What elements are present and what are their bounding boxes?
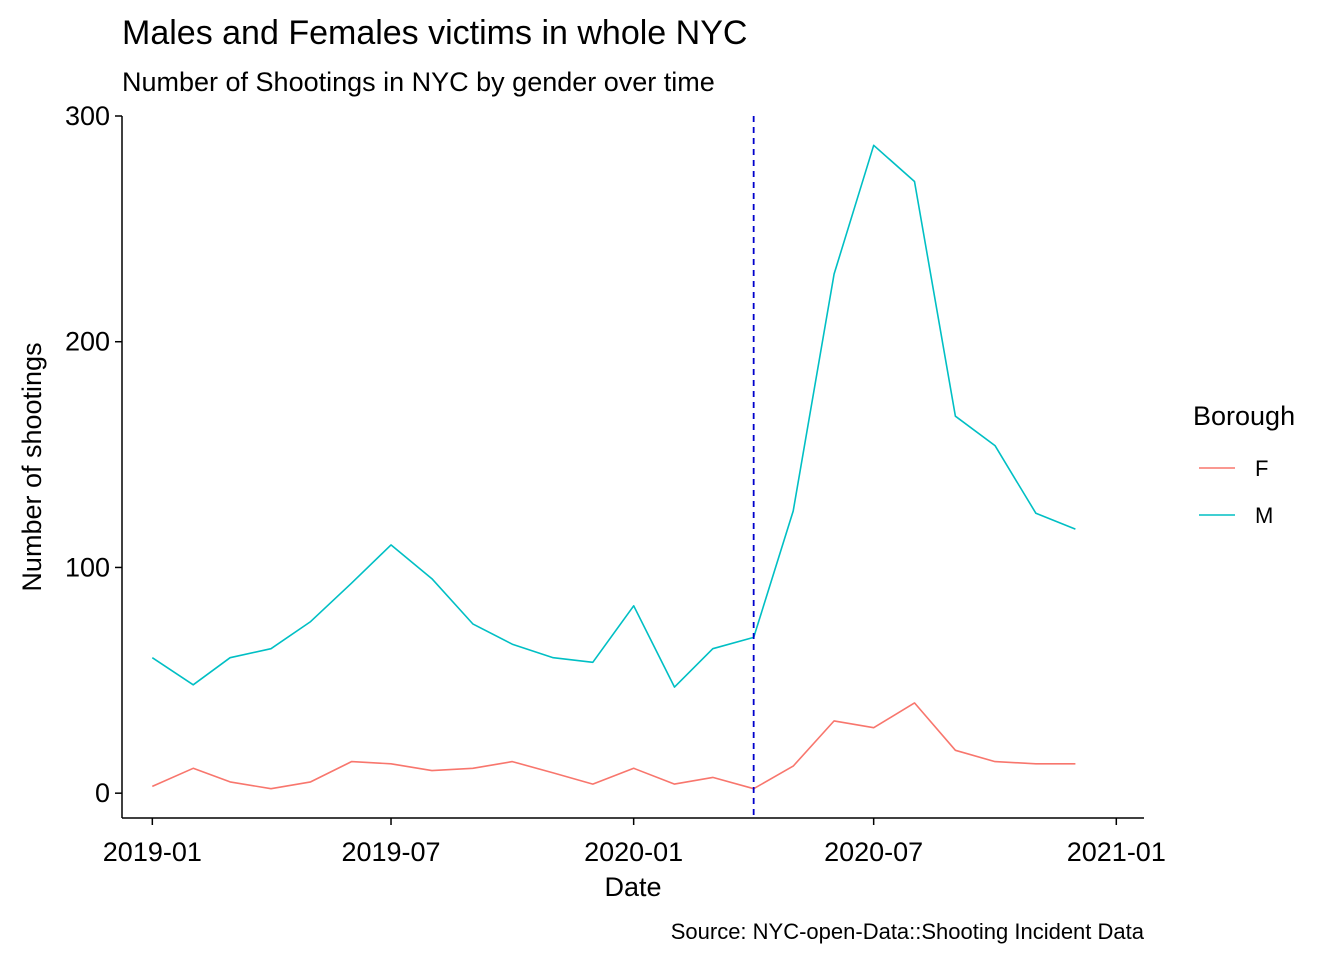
- y-tick-label: 100: [65, 552, 110, 582]
- chart-title: Males and Females victims in whole NYC: [122, 14, 747, 52]
- y-tick-label: 0: [95, 778, 110, 808]
- y-tick-label: 200: [65, 327, 110, 357]
- x-tick-label: 2021-01: [1067, 837, 1166, 867]
- x-axis-title: Date: [604, 872, 661, 902]
- y-tick-label: 300: [65, 101, 110, 131]
- legend: Borough F M: [1193, 401, 1295, 528]
- series-line-f: [151, 702, 1076, 790]
- x-tick-label: 2020-07: [824, 837, 923, 867]
- caption: Source: NYC-open-Data::Shooting Incident…: [671, 919, 1145, 944]
- x-tick-label: 2019-01: [103, 837, 202, 867]
- legend-title: Borough: [1193, 401, 1295, 431]
- legend-label-f: F: [1255, 456, 1268, 481]
- y-axis-title: Number of shootings: [17, 342, 47, 591]
- y-axis: 0 100 200 300: [65, 101, 122, 808]
- plot-area: [151, 116, 1076, 818]
- series-line-m: [151, 144, 1076, 688]
- legend-label-m: M: [1255, 503, 1273, 528]
- chart-subtitle: Number of Shootings in NYC by gender ove…: [122, 67, 715, 97]
- x-axis: 2019-01 2019-07 2020-01 2020-07 2021-01: [103, 818, 1166, 867]
- x-tick-label: 2020-01: [584, 837, 683, 867]
- x-tick-label: 2019-07: [341, 837, 440, 867]
